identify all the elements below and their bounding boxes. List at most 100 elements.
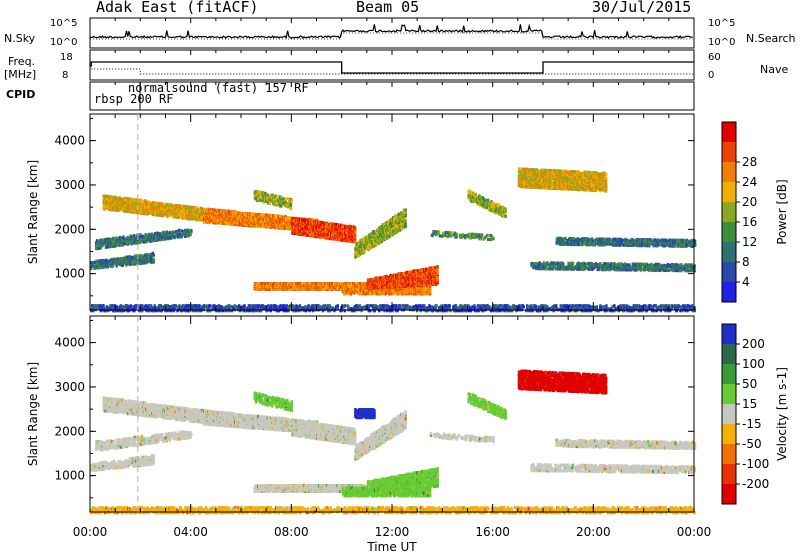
echo-cell: [108, 237, 111, 241]
echo-cell: [104, 245, 108, 249]
echo-cell: [127, 199, 130, 203]
echo-cell: [172, 231, 175, 235]
echo-cell: [139, 240, 142, 245]
echo-cell: [324, 284, 328, 289]
echo-cell: [288, 223, 292, 227]
echo-cell: [227, 209, 231, 213]
echo-cell: [148, 255, 151, 259]
echo-cell: [145, 205, 149, 209]
echo-cell: [156, 201, 159, 205]
nave-trace: [91, 68, 694, 75]
echo-cell: [142, 254, 145, 258]
echo-cell: [190, 228, 193, 233]
echo-cell: [270, 214, 273, 219]
echo-cell: [108, 259, 111, 263]
echo-cell: [112, 236, 116, 240]
cpid-label: CPID: [6, 88, 35, 101]
echo-cell: [102, 242, 105, 246]
echo-cell: [181, 233, 184, 237]
echo-cell: [139, 260, 142, 264]
echo-cell: [184, 231, 188, 235]
echo-cell: [167, 236, 170, 240]
echo-cell: [130, 239, 133, 243]
echo-cell: [112, 241, 116, 245]
echo-cell: [235, 222, 238, 227]
echo-cell: [143, 235, 146, 239]
echo-cell: [112, 244, 116, 248]
nave-label: Nave: [760, 63, 788, 76]
echo-cell: [257, 216, 260, 220]
echo-cell: [149, 256, 153, 260]
echo-cell: [234, 214, 237, 218]
echo-cell: [175, 230, 178, 234]
echo-cell: [320, 235, 323, 239]
echo-cell: [158, 201, 161, 206]
echo-cell: [110, 244, 113, 248]
echo-cell: [100, 262, 103, 267]
date-title: 30/Jul/2015: [592, 0, 691, 16]
echo-cell: [179, 213, 182, 217]
echo-cell: [186, 207, 189, 211]
echo-cell: [145, 233, 148, 237]
echo-cell: [131, 237, 134, 241]
echo-cell: [382, 292, 385, 296]
echo-cell: [387, 287, 390, 291]
echo-cell: [341, 238, 344, 242]
echo-cell: [185, 233, 189, 237]
echo-cell: [348, 284, 352, 288]
echo-cell: [115, 207, 119, 211]
echo-cell: [118, 243, 122, 247]
power-scatter: [90, 167, 697, 313]
echo-cell: [348, 287, 352, 291]
echo-cell: [231, 210, 234, 214]
echo-cell: [141, 261, 144, 265]
echo-cell: [165, 210, 168, 214]
echo-cell: [91, 262, 95, 267]
echo-cell: [130, 242, 133, 246]
echo-cell: [188, 216, 192, 220]
echo-cell: [290, 282, 293, 286]
echo-cell: [357, 284, 360, 288]
echo-cell: [118, 260, 121, 264]
echo-cell: [97, 246, 101, 250]
echo-cell: [152, 253, 155, 257]
echo-cell: [279, 216, 282, 220]
cpid-label-normalsound: normalsound (fast) 157 RF: [128, 81, 309, 95]
echo-cell: [95, 246, 99, 251]
echo-cell: [273, 214, 277, 218]
echo-cell: [122, 235, 125, 239]
nsearch-label: N.Search: [746, 32, 796, 45]
echo-cell: [130, 205, 134, 209]
echo-cell: [275, 226, 278, 230]
echo-cell: [310, 219, 314, 223]
echo-cell: [315, 282, 318, 286]
echo-cell: [99, 238, 102, 242]
echo-cell: [113, 195, 116, 199]
echo-cell: [101, 244, 104, 248]
echo-cell: [353, 239, 357, 243]
echo-cell: [117, 241, 121, 246]
echo-cell: [177, 228, 181, 232]
echo-cell: [169, 230, 172, 235]
echo-cell: [219, 214, 222, 218]
echo-cell: [134, 262, 137, 266]
echo-cell: [95, 241, 98, 245]
echo-cell: [361, 291, 364, 295]
echo-cell: [128, 261, 132, 266]
echo-cell: [316, 218, 319, 222]
echo-cell: [101, 238, 104, 242]
echo-cell: [162, 236, 166, 240]
echo-cell: [145, 253, 148, 257]
echo-cell: [332, 226, 336, 230]
echo-cell: [226, 214, 229, 218]
echo-cell: [162, 234, 165, 238]
echo-cell: [139, 239, 142, 243]
echo-cell: [153, 238, 156, 243]
echo-cell: [382, 290, 385, 294]
echo-cell: [178, 204, 181, 208]
echo-cell: [105, 199, 108, 203]
echo-cell: [148, 200, 151, 204]
echo-cell: [302, 282, 305, 286]
echo-cell: [92, 264, 95, 268]
echo-cell: [112, 263, 115, 267]
